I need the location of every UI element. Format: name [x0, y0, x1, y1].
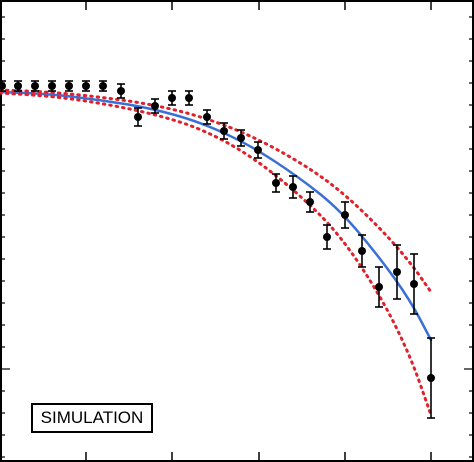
point-marker	[0, 82, 6, 90]
point-marker	[151, 102, 159, 110]
simulation-label: SIMULATION	[31, 403, 153, 433]
confidence-band-upper	[0, 88, 433, 294]
point-marker	[48, 82, 56, 90]
data-point	[427, 337, 435, 419]
data-point	[151, 98, 159, 114]
point-marker	[254, 146, 262, 154]
point-marker	[31, 82, 39, 90]
point-marker	[427, 374, 435, 382]
data-point	[203, 109, 211, 125]
data-point	[185, 90, 193, 106]
data-point	[254, 141, 262, 159]
data-point	[65, 80, 73, 92]
point-marker	[117, 87, 125, 95]
data-point	[323, 224, 331, 250]
data-point	[306, 191, 314, 213]
data-point	[82, 80, 90, 92]
data-point	[31, 80, 39, 92]
point-marker	[134, 113, 142, 121]
point-marker	[220, 127, 228, 135]
point-marker	[306, 198, 314, 206]
data-point	[393, 244, 401, 300]
point-marker	[99, 82, 107, 90]
point-marker	[375, 283, 383, 291]
point-marker	[410, 280, 418, 288]
point-marker	[272, 179, 280, 187]
point-marker	[168, 94, 176, 102]
data-point	[358, 234, 366, 268]
data-point	[168, 90, 176, 106]
data-point	[14, 80, 22, 92]
point-marker	[65, 82, 73, 90]
point-marker	[185, 94, 193, 102]
data-point	[117, 83, 125, 99]
point-marker	[323, 233, 331, 241]
point-marker	[358, 247, 366, 255]
point-marker	[341, 211, 349, 219]
point-marker	[289, 183, 297, 191]
data-point	[375, 266, 383, 308]
data-point	[134, 107, 142, 127]
data-point	[341, 201, 349, 229]
data-point	[220, 122, 228, 140]
data-point	[237, 129, 245, 147]
point-marker	[393, 268, 401, 276]
point-marker	[82, 82, 90, 90]
data-point	[48, 80, 56, 92]
confidence-band-lower	[0, 91, 433, 417]
data-points	[0, 80, 435, 419]
data-point	[99, 80, 107, 92]
data-point	[410, 253, 418, 315]
point-marker	[203, 113, 211, 121]
point-marker	[14, 82, 22, 90]
point-marker	[237, 134, 245, 142]
data-point	[0, 80, 6, 92]
data-point	[289, 175, 297, 199]
data-point	[272, 173, 280, 193]
fit-curves	[0, 88, 433, 417]
